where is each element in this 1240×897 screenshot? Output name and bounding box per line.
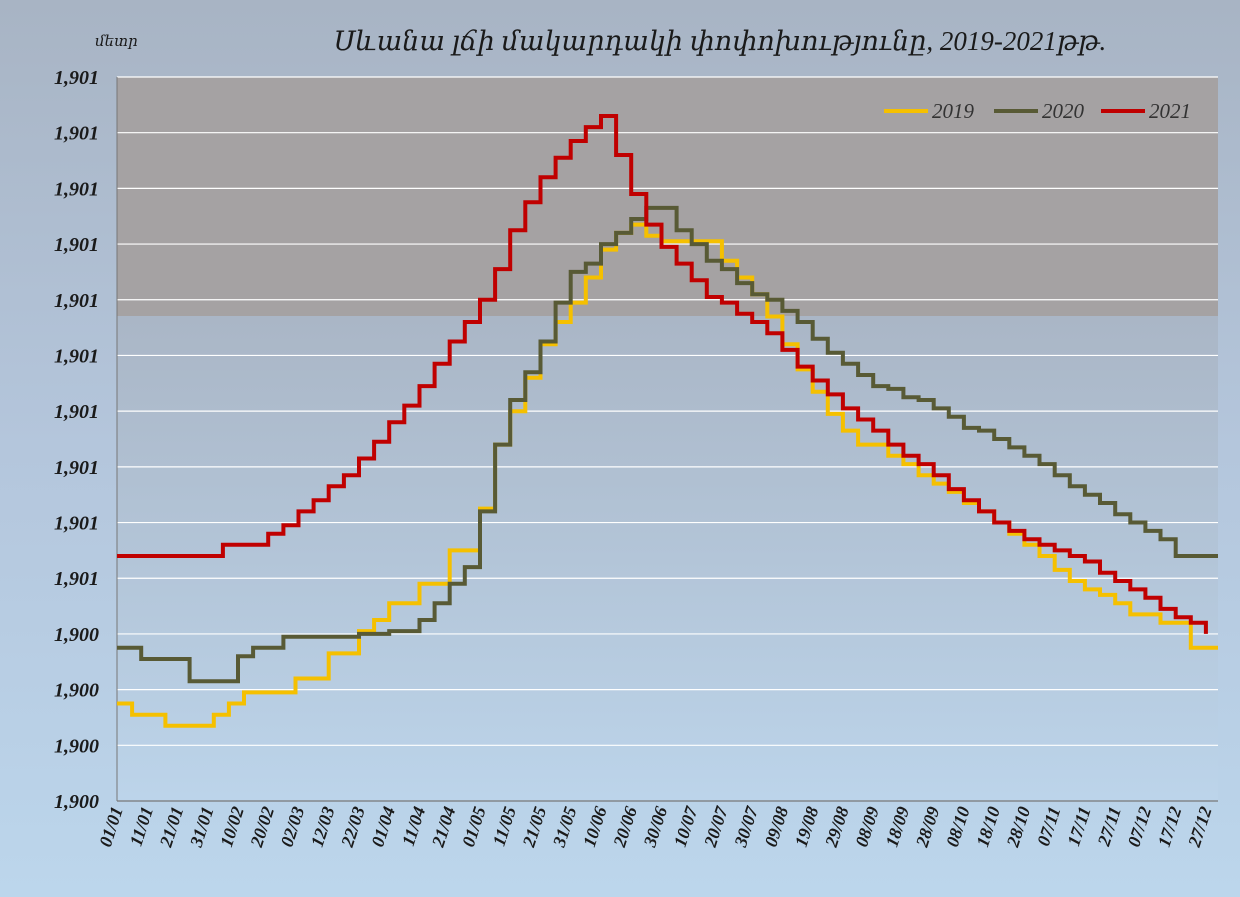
- series-line-2020: [117, 205, 1218, 684]
- x-tick-label: 28/09: [911, 804, 943, 850]
- y-tick-label: 1,901: [54, 178, 99, 200]
- x-tick-label: 30/07: [730, 803, 762, 850]
- legend-label-2019: 2019: [932, 99, 975, 123]
- x-tick-label: 22/03: [337, 804, 369, 850]
- legend-label-2021: 2021: [1149, 99, 1191, 123]
- y-tick-label: 1,901: [54, 234, 99, 256]
- x-tick-label: 28/10: [1002, 804, 1034, 850]
- legend-label-2020: 2020: [1042, 99, 1085, 123]
- x-tick-label: 19/08: [791, 804, 823, 849]
- x-tick-label: 08/10: [942, 804, 974, 849]
- x-tick-label: 17/11: [1063, 804, 1094, 848]
- x-tick-label: 31/01: [186, 804, 218, 850]
- gridlines: [117, 76, 1218, 746]
- x-tick-label: 01/01: [95, 804, 127, 849]
- x-tick-label: 02/03: [277, 804, 309, 849]
- x-tick-label: 08/09: [851, 804, 883, 849]
- x-tick-label: 18/10: [972, 804, 1004, 849]
- x-tick-label: 01/05: [458, 804, 490, 849]
- y-tick-label: 1,901: [54, 568, 99, 590]
- x-tick-label: 27/12: [1184, 804, 1216, 850]
- x-tick-label: 31/05: [549, 804, 581, 850]
- x-tick-label: 17/12: [1154, 804, 1186, 849]
- x-tick-label: 10/07: [670, 803, 702, 849]
- x-tick-label: 20/07: [700, 803, 732, 850]
- y-tick-label: 1,900: [54, 735, 99, 757]
- x-tick-label: 29/08: [821, 804, 853, 850]
- chart-title: Սևանա լճի մակարդակի փոփոխությունը, 2019-…: [334, 26, 1107, 56]
- x-tick-label: 11/05: [489, 804, 520, 848]
- y-tick-label: 1,901: [54, 513, 99, 535]
- y-tick-label: 1,901: [54, 457, 99, 479]
- x-tick-label: 11/04: [398, 804, 429, 848]
- x-tick-label: 21/04: [428, 804, 460, 850]
- x-tick-label: 18/09: [882, 804, 914, 849]
- y-tick-label: 1,900: [54, 680, 99, 702]
- x-tick-label: 30/06: [639, 804, 671, 850]
- y-tick-label: 1,900: [54, 624, 99, 646]
- x-tick-label: 07/12: [1124, 804, 1156, 849]
- y-tick-label: 1,901: [54, 401, 99, 423]
- x-tick-label: 09/08: [761, 804, 793, 849]
- x-tick-label: 07/11: [1033, 804, 1064, 848]
- x-tick-label: 21/05: [518, 804, 550, 850]
- y-tick-label: 1,901: [54, 67, 99, 89]
- series-line-2021: [117, 114, 1208, 634]
- x-tick-label: 01/04: [367, 804, 399, 849]
- series-line-2019: [117, 222, 1218, 728]
- x-tick-label: 10/06: [579, 804, 611, 849]
- y-tick-label: 1,901: [54, 290, 99, 312]
- y-axis-ticks: 1,900 1,900 1,900 1,900 1,901 1,901 1,901 1,901…: [54, 67, 99, 813]
- x-axis-ticks: 01/0111/0121/0131/0110/0220/0202/0312/03…: [95, 803, 1216, 850]
- x-tick-label: 21/01: [155, 804, 187, 850]
- x-tick-label: 20/06: [609, 804, 641, 850]
- x-tick-label: 27/11: [1093, 804, 1125, 849]
- legend: 2019 2020 2021: [884, 99, 1191, 123]
- x-tick-label: 10/02: [216, 804, 248, 849]
- x-tick-label: 11/01: [126, 804, 157, 848]
- y-axis-unit-label: մետր: [95, 34, 138, 50]
- x-tick-label: 20/02: [246, 804, 278, 850]
- x-tick-label: 12/03: [307, 804, 339, 849]
- y-tick-label: 1,901: [54, 345, 99, 367]
- axes: [116, 77, 1218, 802]
- series-lines: [117, 114, 1218, 728]
- y-tick-label: 1,900: [54, 791, 99, 813]
- y-tick-label: 1,901: [54, 123, 99, 145]
